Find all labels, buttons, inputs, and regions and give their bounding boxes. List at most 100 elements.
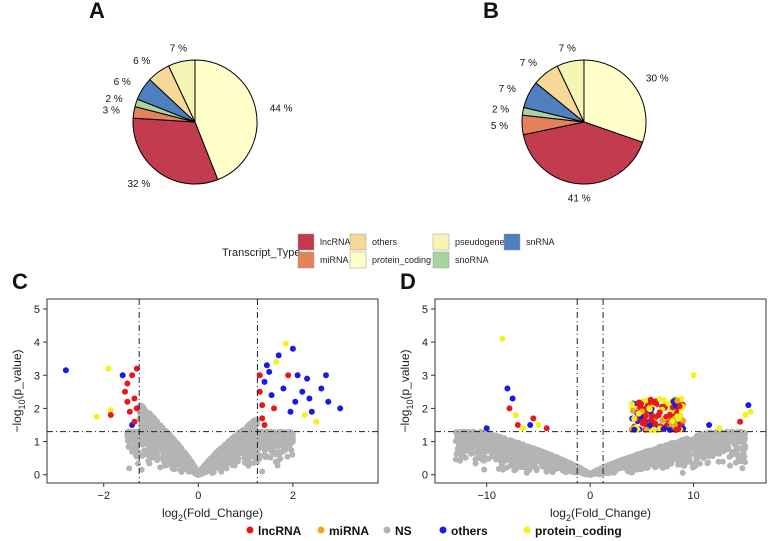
x-tick-label: 0 (195, 490, 201, 502)
y-tick-label: 0 (34, 470, 40, 482)
ns-point (148, 445, 155, 452)
legend-key-protein_coding (349, 251, 367, 269)
ns-point (271, 449, 278, 456)
legend-label-pseudogene: pseudogene (455, 237, 505, 247)
ns-point (135, 460, 141, 467)
point-lncRNA (133, 365, 140, 372)
ns-point (126, 465, 133, 472)
ns-point (159, 424, 166, 431)
pie-slice-label: 7 % (559, 43, 576, 54)
point-lncRNA (259, 415, 266, 422)
ns-point (465, 448, 472, 455)
ns-point (473, 449, 479, 456)
ns-point (164, 459, 171, 465)
ns-point (245, 436, 252, 442)
pie-slice-label: 7 % (520, 58, 537, 69)
ns-point (181, 456, 188, 463)
pie-slice-label: 41 % (568, 193, 591, 204)
ns-point (157, 430, 163, 437)
y-axis-label-sub: 10 (17, 399, 27, 409)
legend-label-snoRNA: snoRNA (455, 255, 489, 265)
ns-point (141, 416, 148, 423)
ns-point (719, 458, 726, 465)
pie-slice-label: 5 % (491, 121, 508, 132)
ns-point (274, 462, 281, 469)
panel-label: D (400, 269, 416, 294)
point-others (289, 345, 296, 352)
point-protein_coding (93, 413, 100, 420)
ns-point (133, 449, 139, 456)
ns-point (284, 453, 291, 460)
ns-point (127, 431, 134, 438)
ns-point (213, 456, 220, 463)
x-axis-label-main: log (162, 506, 178, 520)
ns-point (664, 462, 671, 469)
point-lncRNA (256, 372, 263, 379)
ns-point (472, 460, 479, 467)
point-protein_coding (105, 365, 112, 372)
ns-point (457, 449, 464, 456)
point-protein_coding (301, 412, 308, 418)
point-lncRNA (107, 412, 114, 418)
point-lncRNA (124, 380, 131, 387)
ns-point (727, 462, 733, 469)
ns-point (142, 437, 148, 444)
x-axis-label: log2(Fold_Change) (162, 506, 263, 523)
point-lncRNA (131, 395, 138, 402)
ns-point (259, 432, 266, 438)
ns-point (218, 466, 225, 473)
volcano-plot-d: D−10 0 10012345log2(Fold_Change)−log10(p_v… (398, 269, 767, 523)
ns-point (288, 447, 295, 454)
ns-point (163, 443, 170, 450)
pie-slice-protein_coding (583, 59, 647, 143)
pie-slice-pseudogene (167, 59, 196, 123)
ns-point (276, 451, 283, 458)
ns-point (241, 440, 248, 447)
ns-point (469, 445, 476, 451)
ns-point (740, 458, 747, 465)
ns-point (481, 466, 488, 473)
pie-chart-a: A44 %32 %3 %2 %6 %6 %7 % (89, 0, 293, 190)
point-others (308, 408, 315, 415)
ns-point (146, 421, 153, 428)
pie-slice-label: 7 % (170, 43, 187, 54)
x-tick-label: 2 (290, 490, 296, 502)
ns-point (154, 457, 161, 464)
ns-point (250, 433, 257, 440)
volcano-plot-c: C−2 0 2012345log2(Fold_Change)−log10(p_val… (10, 269, 379, 523)
ns-point (155, 435, 162, 442)
point-protein_coding (313, 418, 320, 425)
point-lncRNA (126, 408, 133, 415)
ns-point (146, 460, 153, 467)
ns-point (198, 466, 205, 473)
point-protein_coding (273, 359, 280, 365)
point-others (62, 367, 69, 374)
pie-chart-b: B30 %41 %5 %2 %7 %7 %7 % (483, 0, 669, 204)
ns-point (251, 445, 258, 452)
ns-point (191, 464, 197, 471)
ns-point (220, 457, 227, 464)
point-others (261, 378, 268, 385)
pie-slice-lncRNA (132, 117, 219, 185)
ns-point (169, 464, 176, 471)
pie-slice-lncRNA (522, 121, 644, 185)
point-others (294, 372, 301, 379)
y-tick-label: 4 (34, 337, 40, 349)
point-others (275, 352, 282, 359)
y-axis-label-main: −log (10, 410, 24, 433)
ns-point (485, 455, 492, 462)
ns-point (285, 436, 292, 443)
point-others (280, 385, 287, 392)
y-tick-label: 1 (34, 437, 40, 449)
ns-point (170, 439, 177, 446)
ns-point (229, 435, 236, 442)
legend-key-miRNA (297, 251, 315, 269)
point-protein_coding (107, 407, 114, 414)
x-axis-label-sub: 2 (178, 513, 183, 523)
legend-key-others (349, 233, 367, 251)
legend-key-lncRNA (297, 233, 315, 251)
pie-slice-label: 3 % (103, 106, 120, 117)
ns-point (704, 460, 711, 467)
x-tick-label: −2 (97, 490, 110, 502)
